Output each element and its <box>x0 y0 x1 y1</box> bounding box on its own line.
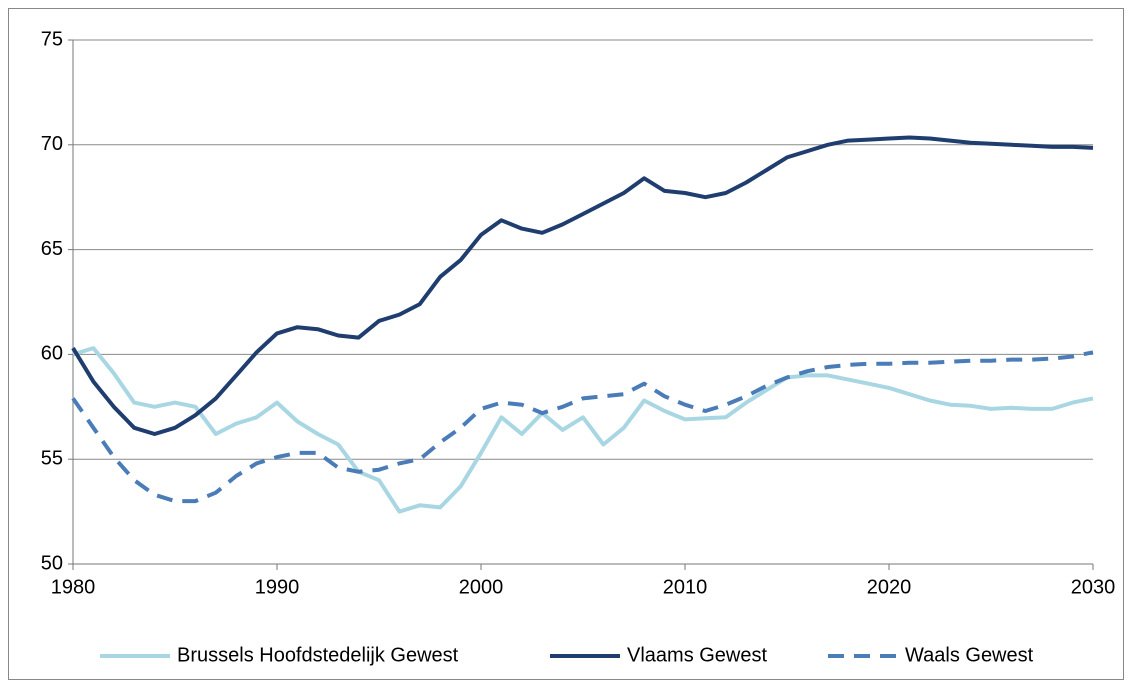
x-tick-label: 2000 <box>459 576 504 598</box>
y-tick-label: 50 <box>41 552 63 574</box>
line-series <box>72 346 1094 514</box>
x-tick-label: 1990 <box>255 576 300 598</box>
x-tick-label: 1980 <box>51 576 96 598</box>
x-tick-label: 2020 <box>867 576 912 598</box>
y-tick-label: 60 <box>41 343 63 365</box>
legend-label: Vlaams Gewest <box>627 644 767 666</box>
y-tick-label: 75 <box>41 28 63 50</box>
x-tick-label: 2010 <box>663 576 708 598</box>
chart-border <box>8 8 1124 680</box>
x-tick-label: 2030 <box>1071 576 1116 598</box>
y-tick-label: 70 <box>41 133 63 155</box>
legend-label: Brussels Hoofdstedelijk Gewest <box>177 644 459 666</box>
legend-label: Waals Gewest <box>905 644 1034 666</box>
line-series <box>71 350 1094 504</box>
line-series <box>71 135 1094 436</box>
y-tick-label: 55 <box>41 447 63 469</box>
y-tick-label: 65 <box>41 238 63 260</box>
